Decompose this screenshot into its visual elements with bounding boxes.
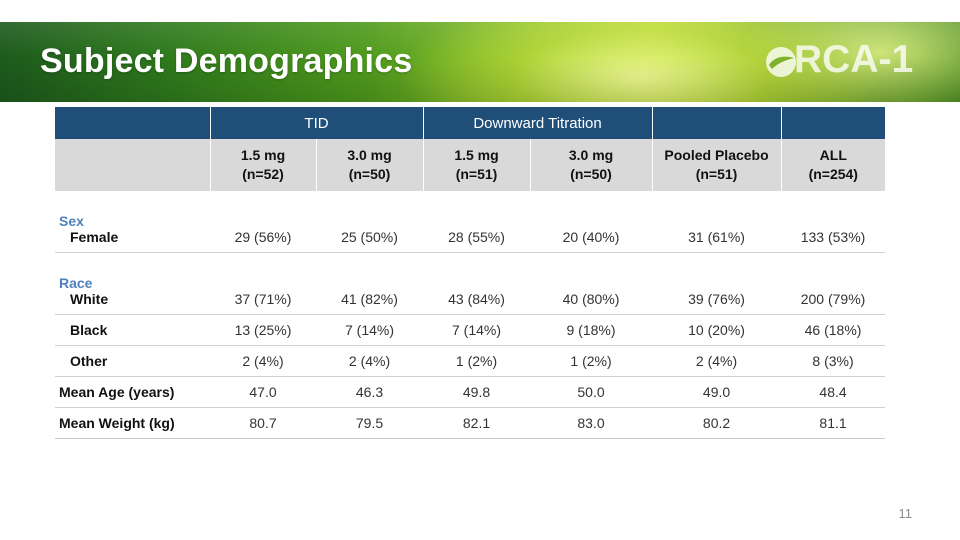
table-cell: 9 (18%) xyxy=(530,314,653,346)
category-label-race: Race xyxy=(59,275,93,291)
row-label: Black xyxy=(55,314,210,346)
table-cell: 43 (84%) xyxy=(423,252,531,315)
table-cell: 79.5 xyxy=(316,407,424,439)
title-banner xyxy=(0,22,960,102)
table-cell: 7 (14%) xyxy=(316,314,424,346)
table-cell: 49.8 xyxy=(423,376,531,408)
column-header-n: (n=51) xyxy=(455,166,498,182)
table-cell: 83.0 xyxy=(530,407,653,439)
column-header-n: (n=50) xyxy=(570,166,612,182)
table-cell: 29 (56%) xyxy=(210,191,316,253)
table-cell: 48.4 xyxy=(781,376,886,408)
table-cell: 25 (50%) xyxy=(316,191,424,253)
row-label-female: Female xyxy=(70,229,119,245)
table-cell: 7 (14%) xyxy=(423,314,531,346)
table-cell: 133 (53%) xyxy=(781,191,886,253)
row-label-mean-weight: Mean Weight (kg) xyxy=(55,407,210,439)
orca-logo-mark-icon xyxy=(766,47,796,77)
table-cell: 1 (2%) xyxy=(530,345,653,377)
group-header-tid: TID xyxy=(209,107,424,139)
table-cell: 80.7 xyxy=(210,407,316,439)
table-row-female: Sex Female 29 (56%) 25 (50%) 28 (55%) 20 … xyxy=(55,191,886,253)
table-cell: 37 (71%) xyxy=(210,252,316,315)
column-header: ALL (n=254) xyxy=(780,139,886,191)
row-label-mean-age: Mean Age (years) xyxy=(55,376,210,408)
table-cell: 80.2 xyxy=(652,407,782,439)
column-header: 3.0 mg (n=50) xyxy=(315,139,424,191)
column-header-row: 1.5 mg (n=52) 3.0 mg (n=50) 1.5 mg (n=51) 3… xyxy=(55,139,886,191)
row-label: Other xyxy=(55,345,210,377)
row-label-white: White xyxy=(70,291,109,307)
slide-title: Subject Demographics xyxy=(40,42,413,80)
row-label-other: Other xyxy=(70,353,108,369)
column-header-n: (n=51) xyxy=(695,166,738,182)
table-cell: 2 (4%) xyxy=(316,345,424,377)
table-cell: 2 (4%) xyxy=(652,345,782,377)
table-row-white: Race White 37 (71%) 41 (82%) 43 (84%) 40 … xyxy=(55,252,886,315)
column-header: Pooled Placebo (n=51) xyxy=(651,139,782,191)
column-header-dose: 1.5 mg xyxy=(240,147,286,163)
table-cell: 1 (2%) xyxy=(423,345,531,377)
group-header-all xyxy=(780,107,886,139)
page-number: 11 xyxy=(898,506,913,521)
table-cell: 8 (3%) xyxy=(781,345,886,377)
row-label-black: Black xyxy=(70,322,108,338)
table-cell: 40 (80%) xyxy=(530,252,653,315)
table-cell: 47.0 xyxy=(210,376,316,408)
column-header-dose: 1.5 mg xyxy=(454,147,499,163)
table-row-other: Other 2 (4%) 2 (4%) 1 (2%) 1 (2%) 2 (4%)… xyxy=(55,345,886,377)
column-header-dose: 3.0 mg xyxy=(568,147,614,163)
group-header-row: TID Downward Titration xyxy=(55,107,886,139)
table-cell: 81.1 xyxy=(781,407,886,439)
logo-text: RCA-1 xyxy=(794,38,914,81)
table-row-black: Black 13 (25%) 7 (14%) 7 (14%) 9 (18%) 1… xyxy=(55,314,886,346)
row-label: Race White xyxy=(55,252,210,315)
column-header-n: (n=50) xyxy=(348,166,391,182)
table-cell: 50.0 xyxy=(530,376,653,408)
table-cell: 41 (82%) xyxy=(316,252,424,315)
column-header: 3.0 mg (n=50) xyxy=(529,139,653,191)
row-label: Sex Female xyxy=(55,191,210,253)
table-row-mean-weight: Mean Weight (kg) 80.7 79.5 82.1 83.0 80.… xyxy=(55,407,886,439)
group-header-downward-titration: Downward Titration xyxy=(422,107,653,139)
demographics-table: TID Downward Titration 1.5 mg (n=52) 3.0 … xyxy=(55,107,886,439)
table-cell: 31 (61%) xyxy=(652,191,782,253)
group-header-empty xyxy=(55,107,210,139)
table-cell: 39 (76%) xyxy=(652,252,782,315)
table-row-mean-age: Mean Age (years) 47.0 46.3 49.8 50.0 49.… xyxy=(55,376,886,408)
table-cell: 10 (20%) xyxy=(652,314,782,346)
column-header: 1.5 mg (n=52) xyxy=(209,139,316,191)
table-cell: 82.1 xyxy=(423,407,531,439)
table-cell: 200 (79%) xyxy=(781,252,886,315)
orca-logo: RCA-1 xyxy=(764,38,940,84)
column-header-n: (n=254) xyxy=(808,166,858,182)
table-cell: 49.0 xyxy=(652,376,782,408)
column-header: 1.5 mg (n=51) xyxy=(422,139,531,191)
column-header-n: (n=52) xyxy=(242,166,284,182)
table-cell: 20 (40%) xyxy=(530,191,653,253)
column-header-dose: ALL xyxy=(819,147,847,163)
table-cell: 13 (25%) xyxy=(210,314,316,346)
table-cell: 46 (18%) xyxy=(781,314,886,346)
column-header-dose: Pooled Placebo xyxy=(664,147,769,163)
column-header-empty xyxy=(55,139,210,191)
category-label-sex: Sex xyxy=(59,213,84,229)
table-cell: 46.3 xyxy=(316,376,424,408)
table-cell: 2 (4%) xyxy=(210,345,316,377)
group-header-placebo xyxy=(651,107,782,139)
table-cell: 28 (55%) xyxy=(423,191,531,253)
column-header-dose: 3.0 mg xyxy=(347,147,392,163)
